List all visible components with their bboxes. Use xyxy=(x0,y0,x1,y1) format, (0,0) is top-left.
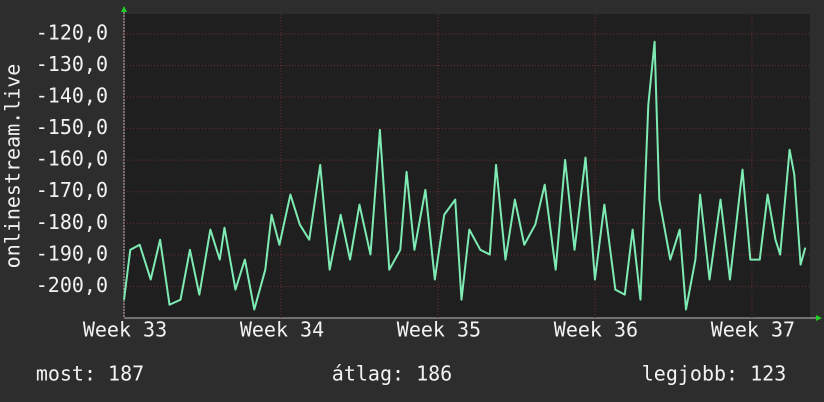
x-tick-label: Week 35 xyxy=(397,318,481,342)
y-tick-label: -150,0 xyxy=(36,115,108,139)
y-axis-label: onlinestream.live xyxy=(1,64,25,269)
x-tick-label: Week 34 xyxy=(240,318,324,342)
plot-area xyxy=(124,14,810,318)
footer-text: átlag: 186 xyxy=(332,362,452,386)
x-arrow xyxy=(816,315,822,321)
data-line xyxy=(123,40,807,311)
footer-text: most: 187 xyxy=(36,362,144,386)
y-arrow xyxy=(121,6,127,12)
x-tick-label: Week 37 xyxy=(711,318,795,342)
y-tick-label: -200,0 xyxy=(36,273,108,297)
y-tick-label: -130,0 xyxy=(36,52,108,76)
y-tick-label: -160,0 xyxy=(36,147,108,171)
plot-layer: -200,0 -190,0 -180,0 -170,0 -160,0 -150,0 -140… xyxy=(36,14,810,386)
x-tick-label: Week 36 xyxy=(554,318,638,342)
y-tick-label: -180,0 xyxy=(36,210,108,234)
y-tick-label: -140,0 xyxy=(36,84,108,108)
x-tick-label: Week 33 xyxy=(83,318,167,342)
y-tick-label: -190,0 xyxy=(36,241,108,265)
y-tick-label: -170,0 xyxy=(36,178,108,202)
y-tick-label: -120,0 xyxy=(36,20,108,44)
footer-text: legjobb: 123 xyxy=(642,362,787,386)
